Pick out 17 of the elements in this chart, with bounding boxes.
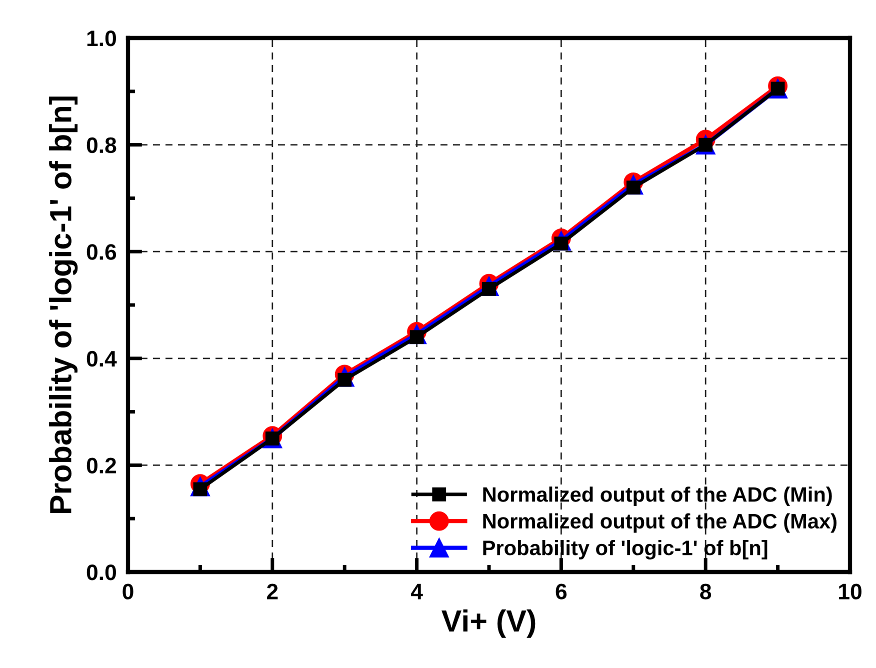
y-tick-label: 0.8: [86, 137, 116, 154]
x-tick-label: 8: [700, 584, 712, 600]
y-tick-label: 0.6: [86, 244, 116, 260]
y-tick-label: 0.4: [86, 350, 117, 367]
y-tick-label: 0.2: [86, 458, 116, 474]
y-tick-label: 1.0: [87, 30, 116, 46]
x-tick-label: 4: [410, 584, 423, 600]
legend-label: Normalized output of the ADC (Max): [483, 513, 836, 533]
x-tick-label: 10: [839, 584, 862, 600]
y-axis-title: Probability of 'logic-1' of b[n]: [49, 96, 78, 514]
x-axis-title: Vi+ (V): [442, 609, 536, 638]
x-tick-label: 2: [266, 584, 278, 600]
x-tick-label: 0: [122, 584, 134, 600]
legend-label: Probability of 'logic-1' of b[n]: [483, 540, 768, 560]
y-tick-label: 0.0: [86, 564, 116, 580]
x-tick-label: 6: [556, 584, 567, 600]
legend-label: Normalized output of the ADC (Min): [483, 486, 832, 506]
